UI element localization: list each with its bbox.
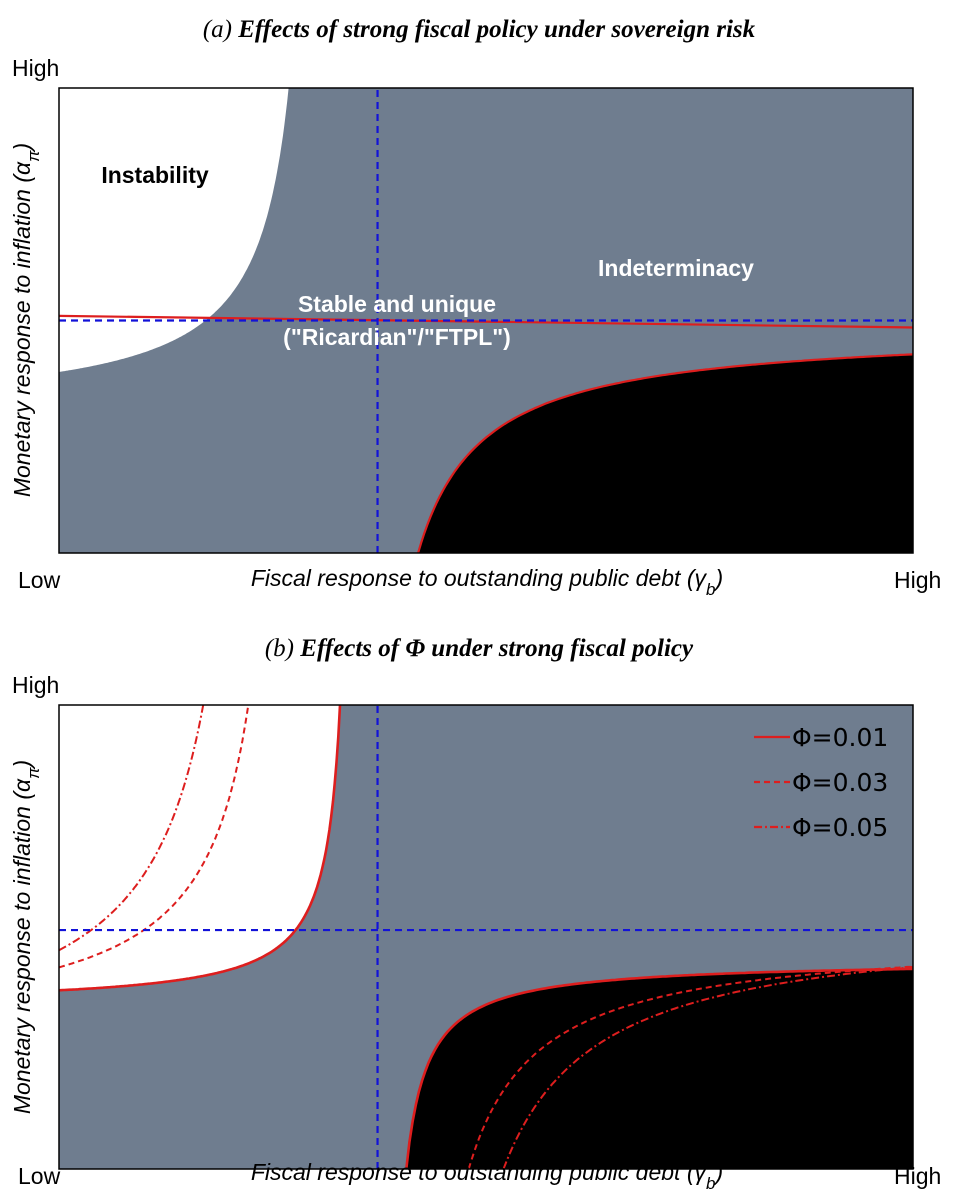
legend: Φ=0.01 Φ=0.03 Φ=0.05 [754,723,888,842]
panel-b-xlabel: Fiscal response to outstanding public de… [251,1159,723,1192]
instability-region [59,705,340,991]
legend-label-phi-003: Φ=0.03 [792,768,888,797]
panel-a: (a) Effects of strong fiscal policy unde… [9,16,941,599]
indeterminacy-boundary-phi-005 [502,965,913,1169]
panel-a-title: (a) Effects of strong fiscal policy unde… [203,16,756,43]
panel-b-title-text: Effects of Φ under strong fiscal policy [299,635,694,662]
panel-a-title-mark: (a) [203,16,232,43]
instability-boundary-phi-003 [59,705,250,969]
panel-b-title: (b) Effects of Φ under strong fiscal pol… [265,635,694,662]
panel-b-x-high: High [894,1163,941,1189]
indeterminacy-boundary-phi-001 [405,967,913,1169]
panel-b: (b) Effects of Φ under strong fiscal pol… [9,635,941,1192]
panel-a-frame [58,87,914,554]
panel-b-title-mark: (b) [265,635,294,662]
panel-a-title-text: Effects of strong fiscal policy under so… [237,16,755,43]
instability-boundary-phi-001 [59,705,342,992]
panel-b-frame [58,704,914,1170]
near-flat-boundary-line [59,314,913,329]
boundary-curves [59,705,913,1169]
panel-a-x-low: Low [18,567,61,593]
panel-a-ylabel: Monetary response to inflation (απ) [9,143,43,497]
panel-b-x-low: Low [18,1163,61,1189]
instability-region [59,88,289,372]
panel-a-y-high: High [12,55,59,81]
stable-label-line1: Stable and unique [298,291,496,317]
indeterminacy-label: Indeterminacy [598,255,754,281]
panel-b-ylabel: Monetary response to inflation (απ) [9,760,43,1114]
legend-label-phi-001: Φ=0.01 [792,723,888,752]
indeterminacy-region [418,354,913,553]
panel-a-xlabel: Fiscal response to outstanding public de… [251,565,723,599]
legend-label-phi-005: Φ=0.05 [792,813,888,842]
instability-label: Instability [101,162,209,188]
panel-b-y-high: High [12,672,59,698]
indeterminacy-boundary-line [417,353,913,553]
stable-label-line2: ("Ricardian"/"FTPL") [283,324,511,350]
instability-boundary-phi-005 [59,705,205,952]
indeterminacy-region [406,968,913,1169]
panel-a-x-high: High [894,567,941,593]
indeterminacy-boundary-phi-003 [467,965,913,1169]
